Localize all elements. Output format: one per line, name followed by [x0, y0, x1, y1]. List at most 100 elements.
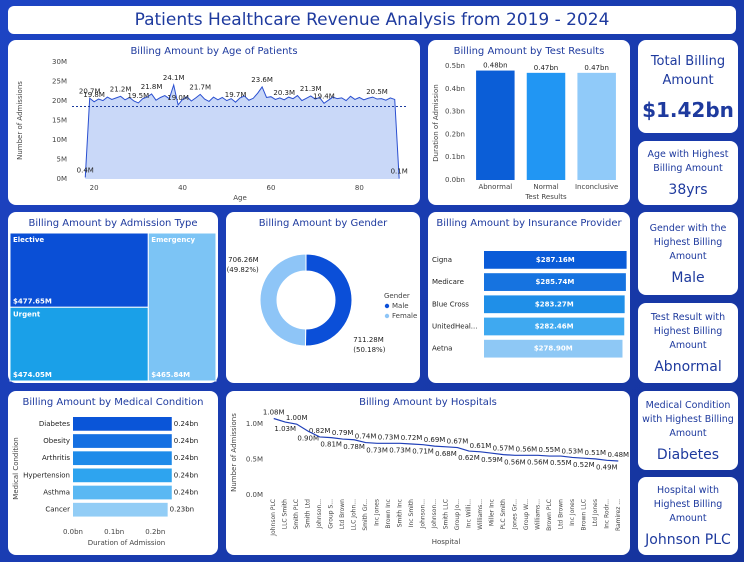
- bar: [577, 72, 616, 180]
- y-tick-label: Hypertension: [23, 471, 70, 479]
- x-tick-label: Inc Jones: [374, 499, 381, 526]
- data-label: 0.24bn: [174, 489, 198, 497]
- chart-title: Billing Amount by Age of Patients: [130, 46, 297, 57]
- bar: [526, 72, 566, 180]
- data-label: 0.4M: [77, 166, 94, 174]
- percent-label: (50.18%): [353, 346, 385, 354]
- kpi-title: Test Result with Highest Billing Amount: [650, 312, 726, 351]
- data-label: 0.62M: [458, 454, 480, 462]
- data-label: 0.82M: [309, 427, 331, 435]
- data-label: $278.90M: [534, 345, 573, 353]
- data-label: 19.0M: [167, 94, 189, 102]
- data-label: 0.24bn: [174, 420, 198, 428]
- x-tick-label: PLC Smith: [500, 499, 507, 530]
- data-label: 0.47bn: [534, 64, 558, 72]
- x-tick-label: 60: [266, 184, 275, 192]
- y-tick-label: 1.0M: [246, 420, 263, 428]
- y-tick-label: Obesity: [43, 437, 70, 445]
- data-label: 21.3M: [300, 85, 322, 93]
- data-label: $287.16M: [536, 256, 575, 264]
- kpi-title: Total Billing Amount: [650, 53, 726, 88]
- data-label: 0.48bn: [483, 62, 507, 70]
- donut-slice: [259, 253, 307, 347]
- x-tick-label: Ltd Brown: [339, 499, 346, 529]
- data-label: $283.27M: [535, 300, 574, 308]
- y-tick-label: 0.3bn: [445, 108, 465, 116]
- data-label: 0.68M: [435, 450, 457, 458]
- data-label: 0.1M: [391, 168, 408, 176]
- x-axis-label: Age: [233, 194, 247, 202]
- x-tick-label: Smith Ltd: [305, 499, 312, 528]
- data-label: 24.1M: [163, 74, 185, 82]
- data-label: 711.28M: [353, 336, 384, 344]
- y-tick-label: Aetna: [432, 345, 452, 353]
- y-tick-label: 0.1bn: [445, 153, 465, 161]
- chart-title: Billing Amount by Medical Condition: [23, 397, 204, 408]
- chart-title: Billing Amount by Admission Type: [28, 218, 197, 229]
- y-tick-label: 0.5bn: [445, 62, 465, 70]
- legend-label: Female: [392, 312, 417, 320]
- chart-title: Billing Amount by Test Results: [454, 46, 605, 57]
- x-tick-label: Brown Inc: [385, 499, 392, 529]
- y-tick-label: Cigna: [432, 256, 452, 264]
- y-tick-label: 0.4bn: [445, 85, 465, 93]
- kpi-card: Test Result with Highest Billing Amount A…: [638, 303, 738, 383]
- x-axis-label: Test Results: [524, 193, 567, 201]
- x-tick-label: Abnormal: [478, 183, 512, 191]
- data-label: $474.05M: [13, 371, 52, 379]
- data-label: 19.7M: [225, 91, 247, 99]
- y-axis-label: Duration of Admission: [432, 84, 440, 161]
- data-label: 20.7M: [79, 87, 101, 95]
- data-label: 0.59M: [481, 456, 503, 464]
- x-tick-label: Inc Willi...: [465, 499, 472, 528]
- kpi-value: Diabetes: [656, 446, 720, 463]
- x-tick-label: Smith PLC: [293, 499, 300, 530]
- x-tick-label: Brown PLC: [546, 499, 553, 531]
- bar: [73, 468, 172, 483]
- percent-label: (49.82%): [227, 266, 259, 274]
- data-label: 0.51M: [584, 449, 606, 457]
- chart-title: Billing Amount by Hospitals: [359, 397, 497, 408]
- kpi-value: Johnson PLC: [645, 532, 731, 548]
- x-tick-label: Johnson...: [420, 499, 427, 529]
- x-tick-label: Miller Inc: [488, 499, 495, 526]
- dashboard-title: Patients Healthcare Revenue Analysis fro…: [8, 6, 736, 34]
- y-tick-label: 25M: [52, 78, 67, 86]
- data-label: 0.71M: [412, 448, 434, 456]
- data-label: 0.69M: [424, 436, 446, 444]
- data-label: 20.3M: [273, 89, 295, 97]
- data-label: 0.61M: [470, 442, 492, 450]
- tile-label: Urgent: [13, 310, 41, 318]
- y-tick-label: 20M: [52, 97, 67, 105]
- kpi-value: 38yrs: [668, 182, 708, 198]
- x-tick-label: Williams...: [534, 499, 541, 530]
- bar: [484, 339, 623, 358]
- x-tick-label: Inc Jones: [569, 499, 576, 526]
- bar: [484, 273, 626, 291]
- data-label: 0.74M: [355, 433, 377, 441]
- x-tick-label: 0.1bn: [104, 528, 124, 536]
- kpi-value: Male: [671, 269, 705, 286]
- data-label: 0.79M: [332, 429, 354, 437]
- data-label: 0.23bn: [170, 506, 194, 514]
- kpi-card: Age with Highest Billing Amount 38yrs: [638, 141, 738, 205]
- legend-marker: [384, 303, 390, 309]
- x-tick-label: Ltd Brown: [557, 499, 564, 529]
- kpi-card: Total Billing Amount $1.42bn: [638, 40, 738, 133]
- x-tick-label: Brown LLC: [580, 499, 587, 531]
- data-label: 0.53M: [562, 447, 584, 455]
- data-label: 0.24bn: [174, 471, 198, 479]
- kpi-title: Medical Condition with Highest Billing A…: [642, 399, 734, 439]
- data-label: $282.46M: [535, 322, 574, 330]
- y-tick-label: 0.0M: [246, 491, 263, 499]
- bar: [73, 434, 172, 448]
- data-label: 0.73M: [366, 446, 388, 454]
- bar: [484, 295, 625, 314]
- chart-title: Billing Amount by Insurance Provider: [436, 218, 622, 229]
- data-label: 21.2M: [110, 85, 132, 93]
- y-tick-label: 10M: [52, 136, 67, 144]
- data-label: 19.4M: [313, 92, 335, 100]
- x-tick-label: Ltd Jones: [592, 499, 599, 526]
- y-tick-label: Asthma: [43, 489, 70, 497]
